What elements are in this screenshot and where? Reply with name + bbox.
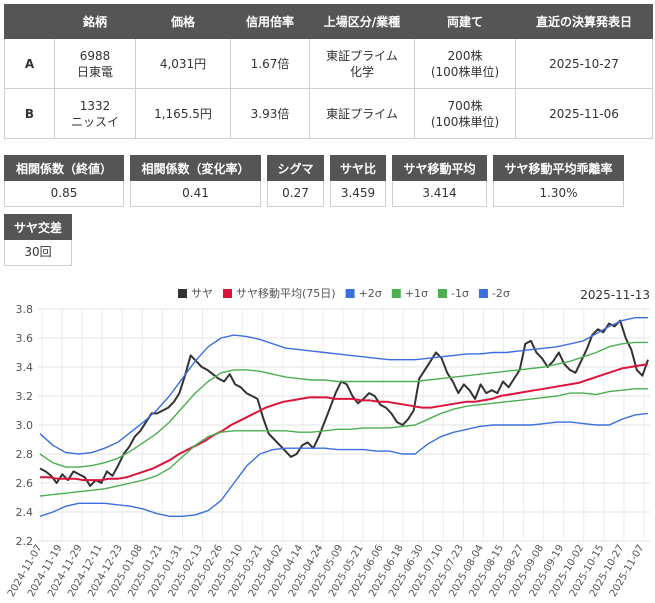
margin-cell: 1.67倍	[230, 38, 310, 89]
chart-series	[39, 317, 649, 518]
stat-corr-change: 相関係数（変化率） 0.41	[130, 155, 261, 207]
stat-label: サヤ交差	[4, 214, 72, 240]
legend-label: サヤ移動平均(75日)	[236, 286, 336, 300]
stat-saya-ma: サヤ移動平均 3.414	[392, 155, 487, 207]
x-axis: 2024-11-072024-11-192024-11-292024-12-11…	[6, 543, 647, 599]
chart-legend: サヤ サヤ移動平均(75日) +2σ +1σ -1σ -2σ	[178, 286, 510, 300]
y-tick-label: 3.8	[16, 303, 34, 316]
legend-swatch	[478, 289, 488, 298]
legend-swatch	[223, 289, 232, 298]
legend-swatch	[391, 289, 401, 298]
col-header-name: 銘柄	[54, 4, 136, 39]
earnings-cell: 2025-11-06	[515, 88, 653, 139]
series-line	[39, 317, 648, 455]
stat-corr-close: 相関係数（終値） 0.85	[4, 155, 124, 207]
hedge-unit: (100株単位)	[430, 114, 500, 129]
y-tick-label: 2.2	[16, 535, 34, 548]
chart-grid	[38, 308, 650, 542]
legend-label: サヤ	[191, 287, 213, 300]
y-tick-label: 3.4	[16, 361, 34, 374]
series-line	[39, 388, 648, 497]
stock-name: ニッスイ	[70, 114, 119, 129]
col-header-market: 上場区分/業種	[309, 4, 415, 39]
series-line	[40, 363, 649, 482]
price-cell: 4,031円	[135, 38, 231, 89]
market-cell: 東証プライム	[309, 88, 415, 139]
stat-label: サヤ移動平均乖離率	[493, 155, 624, 181]
stat-value: 0.27	[267, 181, 324, 207]
stat-value: 3.414	[392, 181, 487, 207]
col-header-earnings: 直近の決算発表日	[515, 4, 653, 39]
series-line	[39, 412, 649, 518]
margin-cell: 3.93倍	[230, 88, 310, 139]
y-tick-label: 2.6	[16, 477, 34, 490]
col-header-price: 価格	[135, 4, 231, 39]
stat-label: シグマ	[267, 155, 324, 181]
col-header-margin: 信用倍率	[230, 4, 310, 39]
stat-sigma: シグマ 0.27	[267, 155, 324, 207]
legend-label: -1σ	[451, 287, 469, 300]
row-label: B	[4, 88, 55, 139]
stat-label: サヤ移動平均	[392, 155, 487, 181]
corner-header	[4, 4, 55, 39]
hedge-cell: 200株 (100株単位)	[414, 38, 516, 89]
y-tick-label: 3.2	[16, 390, 34, 403]
series-line	[39, 341, 648, 468]
table-row: B 1332 ニッスイ 1,165.5円 3.93倍 東証プライム 700株 (10…	[4, 88, 653, 139]
stat-label: サヤ比	[330, 155, 386, 181]
stock-cell: 6988 日東電	[54, 38, 136, 89]
stock-name: 日東電	[76, 64, 113, 79]
stat-value: 30回	[4, 240, 72, 266]
row-label: A	[4, 38, 55, 89]
hedge-shares: 200株	[447, 48, 483, 63]
y-tick-label: 3.6	[16, 332, 34, 345]
pair-table: 銘柄 価格 信用倍率 上場区分/業種 両建て 直近の決算発表日 A 6988 日東…	[4, 4, 653, 139]
stat-label: 相関係数（変化率）	[130, 155, 261, 181]
hedge-cell: 700株 (100株単位)	[414, 88, 516, 139]
stock-cell: 1332 ニッスイ	[54, 88, 136, 139]
y-tick-label: 2.8	[16, 448, 34, 461]
y-axis: 2.2 2.4 2.6 2.8 3.0 3.2 3.4 3.6 3.8	[16, 303, 34, 548]
series-line	[39, 319, 649, 487]
chart-date-label: 2025-11-13	[580, 288, 650, 302]
y-tick-label: 3.0	[16, 419, 34, 432]
legend-swatch	[345, 289, 355, 298]
stat-value: 3.459	[330, 181, 386, 207]
market-cell: 東証プライム 化学	[309, 38, 415, 89]
legend-label: +2σ	[359, 287, 382, 300]
stat-value: 0.85	[4, 181, 124, 207]
earnings-cell: 2025-10-27	[515, 38, 653, 89]
market-name: 東証プライム	[326, 48, 398, 63]
stat-value: 1.30%	[493, 181, 624, 207]
table-row: A 6988 日東電 4,031円 1.67倍 東証プライム 化学 200株 (100…	[4, 38, 653, 89]
stat-saya-ratio: サヤ比 3.459	[330, 155, 386, 207]
hedge-shares: 700株	[447, 98, 483, 113]
stock-code: 1332	[79, 98, 111, 113]
hedge-unit: (100株単位)	[430, 64, 500, 79]
market-name: 東証プライム	[326, 106, 398, 121]
stock-code: 6988	[79, 48, 111, 63]
stat-value: 0.41	[130, 181, 261, 207]
industry-name: 化学	[349, 64, 374, 79]
col-header-hedge: 両建て	[414, 4, 516, 39]
stat-saya-cross: サヤ交差 30回	[4, 214, 72, 266]
stat-saya-ma-deviation: サヤ移動平均乖離率 1.30%	[493, 155, 624, 207]
legend-swatch	[437, 289, 447, 298]
spread-chart: サヤ サヤ移動平均(75日) +2σ +1σ -1σ -2σ 2025-11-13 2.2…	[6, 286, 650, 599]
legend-label: +1σ	[405, 287, 428, 300]
price-cell: 1,165.5円	[135, 88, 231, 139]
stat-label: 相関係数（終値）	[4, 155, 124, 181]
y-tick-label: 2.4	[16, 506, 34, 519]
legend-swatch	[178, 289, 187, 298]
legend-label: -2σ	[492, 287, 510, 300]
